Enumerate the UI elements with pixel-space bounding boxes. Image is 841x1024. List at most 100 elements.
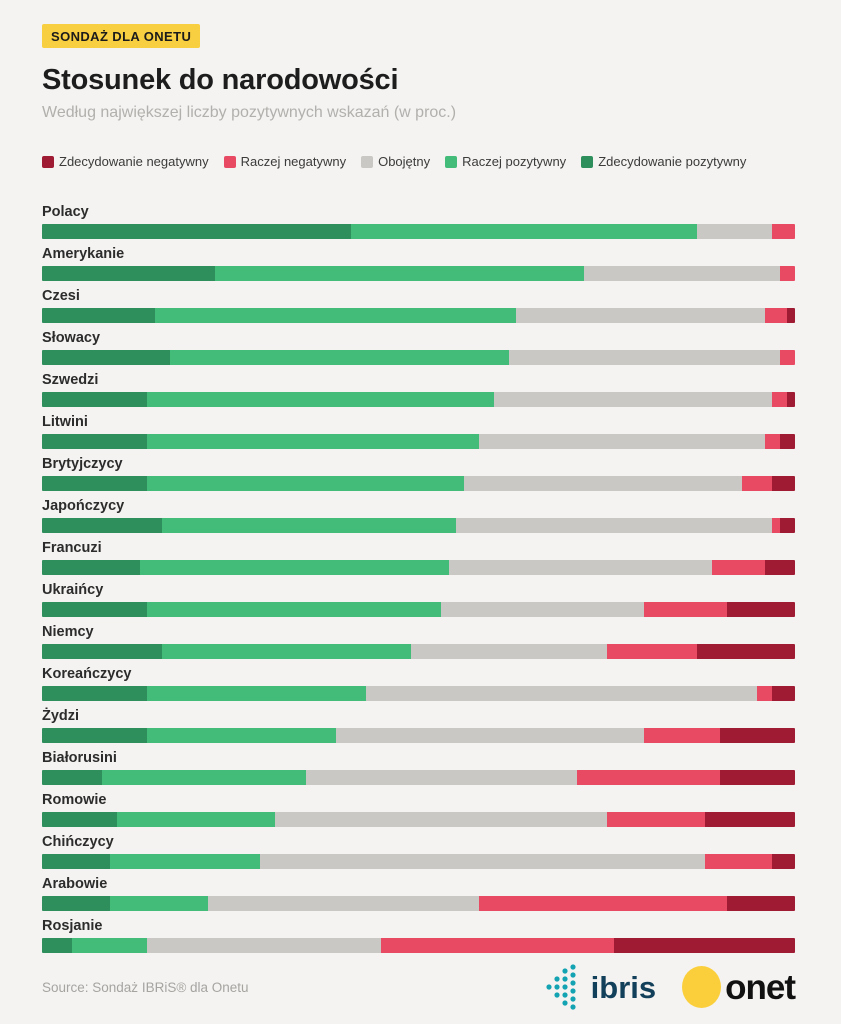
footer: Source: Sondaż IBRiS® dla Onetu ibris on… [42, 964, 796, 1010]
bar-segment [727, 896, 795, 911]
bar-segment [42, 518, 163, 533]
bar-segment [350, 224, 698, 239]
stacked-bar [42, 560, 795, 575]
stacked-bar [42, 392, 795, 407]
bar-segment [207, 896, 479, 911]
bar-segment [42, 560, 140, 575]
bar-label: Litwini [42, 414, 88, 430]
bar-segment [162, 518, 457, 533]
bar-segment [779, 266, 795, 281]
stacked-bar [42, 770, 795, 785]
bar-segment [410, 644, 607, 659]
bar-segment [787, 392, 795, 407]
bar-segment [727, 602, 795, 617]
bar-row: Francuzi [42, 541, 795, 575]
bar-segment [380, 938, 615, 953]
bar-segment [109, 896, 208, 911]
stacked-bar [42, 812, 795, 827]
bar-label: Białorusini [42, 750, 117, 766]
bar-segment [704, 812, 795, 827]
bar-segment [644, 728, 720, 743]
bar-label: Ukraińcy [42, 582, 104, 598]
bar-segment [697, 644, 795, 659]
bar-segment [719, 728, 795, 743]
bar-row: Niemcy [42, 625, 795, 659]
bar-segment [147, 686, 366, 701]
ibris-logo: ibris [544, 964, 656, 1010]
page-title: Stosunek do narodowości [42, 64, 399, 96]
bar-segment [606, 644, 698, 659]
bar-segment [764, 560, 795, 575]
bar-segment [742, 476, 773, 491]
footer-logos: ibris onet [544, 964, 796, 1010]
bar-row: Romowie [42, 793, 795, 827]
bar-row: Słowacy [42, 331, 795, 365]
bar-segment [42, 476, 148, 491]
bar-segment [42, 728, 148, 743]
bar-segment [147, 938, 381, 953]
bar-row: Żydzi [42, 709, 795, 743]
bar-row: Chińczycy [42, 835, 795, 869]
stacked-bar [42, 896, 795, 911]
bar-segment [42, 392, 148, 407]
bar-segment [779, 518, 795, 533]
onet-logo: onet [682, 966, 796, 1008]
bar-segment [441, 602, 645, 617]
legend-swatch-icon [223, 155, 236, 168]
stacked-bar [42, 224, 795, 239]
stacked-bar [42, 266, 795, 281]
bar-segment [335, 728, 645, 743]
bar-label: Czesi [42, 288, 80, 304]
bar-segment [42, 308, 155, 323]
stacked-bar [42, 476, 795, 491]
stacked-bar [42, 854, 795, 869]
bar-segment [779, 350, 795, 365]
bar-label: Niemcy [42, 624, 94, 640]
stacked-bar [42, 686, 795, 701]
bar-segment [109, 854, 261, 869]
bar-segment [42, 224, 351, 239]
legend-swatch-icon [361, 155, 374, 168]
bar-row: Czesi [42, 289, 795, 323]
bar-segment [456, 518, 773, 533]
bar-label: Amerykanie [42, 246, 125, 262]
stacked-bar [42, 308, 795, 323]
bar-label: Polacy [42, 204, 89, 220]
bar-segment [516, 308, 765, 323]
bar-segment [215, 266, 585, 281]
infographic: SONDAŻ DLA ONETU Stosunek do narodowości… [42, 24, 795, 953]
legend-item: Raczej negatywny [223, 154, 346, 169]
bar-segment [170, 350, 509, 365]
bar-segment [260, 854, 705, 869]
bar-segment [764, 308, 788, 323]
bar-label: Romowie [42, 792, 107, 808]
page-subtitle: Według największej liczby pozytywnych ws… [42, 104, 457, 121]
bar-label: Żydzi [42, 708, 80, 724]
bar-segment [275, 812, 607, 827]
source-text: Source: Sondaż IBRiS® dla Onetu [42, 979, 249, 995]
bar-segment [448, 560, 713, 575]
bar-segment [42, 812, 118, 827]
bar-segment [697, 224, 773, 239]
bar-row: Rosjanie [42, 919, 795, 953]
bar-row: Polacy [42, 205, 795, 239]
bar-label: Brytyjczycy [42, 456, 123, 472]
bar-segment [772, 518, 780, 533]
bar-segment [787, 308, 795, 323]
bar-segment [764, 434, 780, 449]
bar-segment [772, 476, 795, 491]
bar-segment [42, 854, 110, 869]
bar-segment [478, 896, 728, 911]
legend-item: Raczej pozytywny [445, 154, 566, 169]
bar-segment [72, 938, 148, 953]
bar-segment [42, 686, 148, 701]
bar-segment [42, 896, 110, 911]
bar-segment [162, 644, 411, 659]
bar-row: Arabowie [42, 877, 795, 911]
legend-label: Zdecydowanie negatywny [59, 154, 209, 169]
bar-segment [139, 560, 449, 575]
bar-segment [772, 686, 795, 701]
bar-segment [614, 938, 795, 953]
bar-segment [772, 854, 795, 869]
bar-segment [712, 560, 765, 575]
